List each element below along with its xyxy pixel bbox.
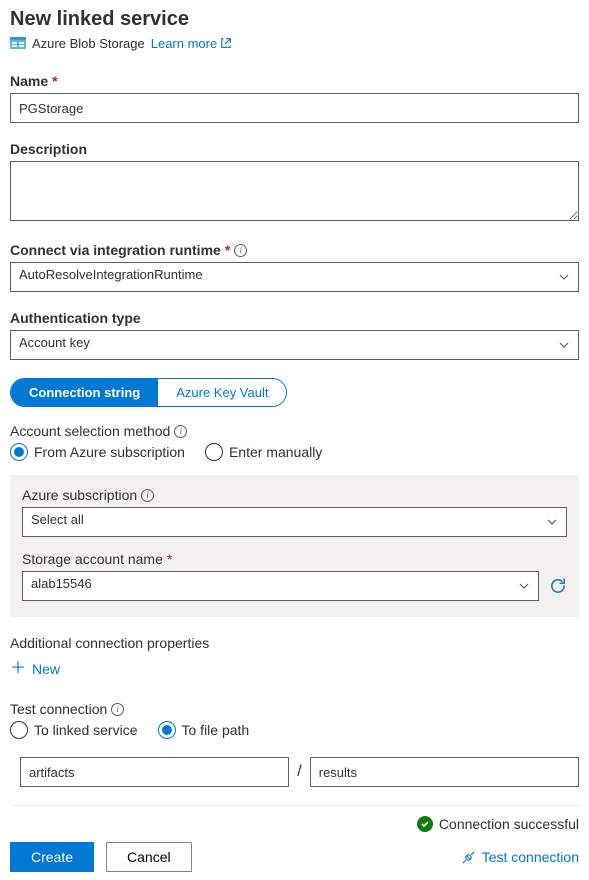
- create-button[interactable]: Create: [10, 842, 94, 872]
- plus-icon: ＋: [10, 661, 26, 677]
- name-label: Name: [10, 73, 48, 89]
- runtime-field: Connect via integration runtime * i Auto…: [10, 242, 579, 292]
- footer-divider: [10, 805, 579, 806]
- container-input[interactable]: [20, 757, 289, 787]
- directory-input[interactable]: [310, 757, 579, 787]
- subtitle-row: Azure Blob Storage Learn more: [10, 35, 579, 51]
- learn-more-link[interactable]: Learn more: [151, 36, 232, 51]
- refresh-icon[interactable]: [549, 577, 567, 595]
- status-row: Connection successful: [10, 816, 579, 832]
- info-icon[interactable]: i: [234, 244, 247, 257]
- radio-icon: [158, 721, 176, 739]
- success-icon: [417, 816, 433, 832]
- name-input[interactable]: [10, 93, 579, 123]
- auth-type-label: Authentication type: [10, 310, 141, 326]
- status-message: Connection successful: [439, 816, 579, 832]
- radio-icon: [10, 443, 28, 461]
- test-connection-field: Test connection i To linked service To f…: [10, 701, 579, 739]
- info-icon[interactable]: i: [111, 703, 124, 716]
- required-marker: *: [225, 242, 230, 258]
- pill-key-vault[interactable]: Azure Key Vault: [158, 379, 286, 406]
- name-field: Name *: [10, 73, 579, 123]
- subscription-label: Azure subscription: [22, 487, 137, 503]
- info-icon[interactable]: i: [174, 425, 187, 438]
- description-label: Description: [10, 141, 87, 157]
- radio-icon: [205, 443, 223, 461]
- additional-props-field: Additional connection properties ＋ New: [10, 635, 579, 677]
- subscription-select[interactable]: Select all: [22, 507, 567, 537]
- radio-to-linked-service[interactable]: To linked service: [10, 721, 138, 739]
- storage-account-label: Storage account name: [22, 551, 163, 567]
- page-title: New linked service: [10, 8, 579, 31]
- service-type-label: Azure Blob Storage: [32, 36, 145, 51]
- external-link-icon: [220, 37, 232, 49]
- radio-to-file-path[interactable]: To file path: [158, 721, 250, 739]
- selection-method-label: Account selection method: [10, 423, 170, 439]
- runtime-label: Connect via integration runtime: [10, 242, 221, 258]
- subscription-panel: Azure subscription i Select all Storage …: [10, 475, 579, 617]
- description-input[interactable]: [10, 161, 579, 221]
- radio-from-subscription[interactable]: From Azure subscription: [10, 443, 185, 461]
- auth-type-select[interactable]: Account key: [10, 330, 579, 360]
- path-separator: /: [297, 763, 301, 781]
- file-path-row: /: [20, 757, 579, 787]
- required-marker: *: [52, 73, 57, 89]
- test-connection-link[interactable]: Test connection: [461, 849, 579, 865]
- runtime-select[interactable]: AutoResolveIntegrationRuntime: [10, 262, 579, 292]
- add-new-button[interactable]: ＋ New: [10, 661, 60, 677]
- auth-type-field: Authentication type Account key: [10, 310, 579, 360]
- cancel-button[interactable]: Cancel: [106, 842, 192, 872]
- connection-source-toggle: Connection string Azure Key Vault: [10, 378, 287, 407]
- pill-connection-string[interactable]: Connection string: [11, 379, 158, 406]
- test-connection-label: Test connection: [10, 701, 107, 717]
- plug-icon: [461, 850, 476, 865]
- footer-row: Create Cancel Test connection: [10, 842, 579, 872]
- radio-enter-manually[interactable]: Enter manually: [205, 443, 322, 461]
- required-marker: *: [167, 551, 172, 567]
- description-field: Description: [10, 141, 579, 224]
- blob-storage-icon: [10, 35, 26, 51]
- storage-account-select[interactable]: alab15546: [22, 571, 539, 601]
- radio-icon: [10, 721, 28, 739]
- info-icon[interactable]: i: [141, 489, 154, 502]
- additional-props-label: Additional connection properties: [10, 635, 209, 651]
- selection-method-field: Account selection method i From Azure su…: [10, 423, 579, 461]
